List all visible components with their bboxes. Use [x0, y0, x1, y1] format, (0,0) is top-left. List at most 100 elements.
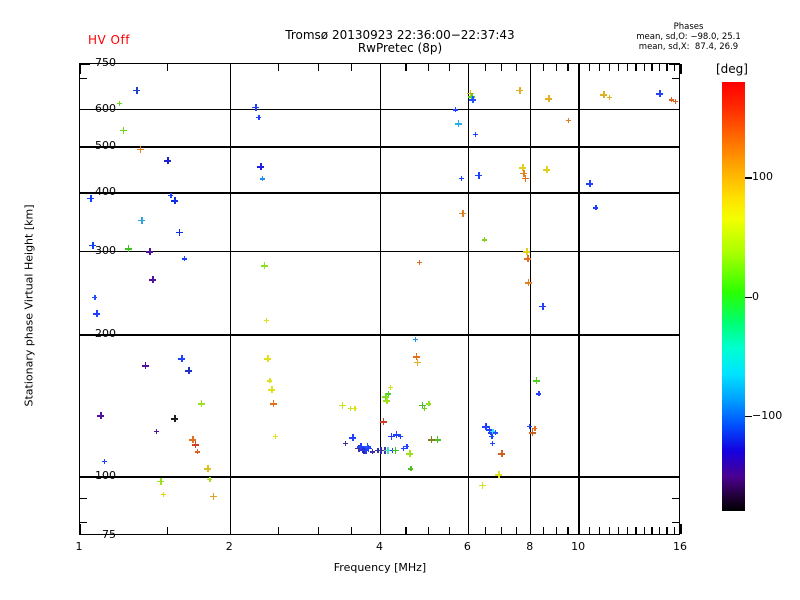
- data-point: [164, 157, 171, 164]
- y-axis-tick-label: 600: [56, 102, 116, 115]
- colorbar-tick-label: 0: [752, 290, 759, 303]
- data-point: [176, 229, 183, 236]
- x-axis-tick-label: 8: [510, 540, 550, 553]
- data-point: [479, 482, 486, 489]
- y-axis-tick-label: 500: [56, 139, 116, 152]
- data-point: [428, 436, 435, 443]
- x-axis-tick: [609, 527, 610, 534]
- data-point: [195, 449, 200, 454]
- x-axis-tick: [468, 64, 469, 74]
- data-point: [92, 295, 97, 300]
- data-point: [417, 260, 422, 265]
- x-axis-tick: [543, 64, 544, 71]
- data-point: [339, 402, 346, 409]
- data-point: [252, 104, 259, 111]
- x-axis-tick: [516, 64, 517, 71]
- x-axis-tick: [543, 527, 544, 534]
- x-axis-tick: [351, 64, 352, 71]
- colorbar-tick-label: 100: [752, 170, 773, 183]
- colorbar-tick: [745, 177, 752, 178]
- x-axis-tick: [659, 64, 660, 71]
- data-point: [607, 95, 612, 100]
- x-axis-tick-label: 6: [447, 540, 487, 553]
- data-point: [453, 107, 458, 112]
- y-axis-tick-label: 300: [56, 244, 116, 257]
- data-point: [352, 406, 357, 411]
- y-axis-tick: [80, 522, 87, 523]
- x-axis-tick: [278, 527, 279, 534]
- data-point: [210, 493, 217, 500]
- data-point: [673, 99, 678, 104]
- y-axis-tick: [672, 498, 679, 499]
- data-point: [192, 441, 199, 448]
- gridline-vertical: [530, 64, 531, 534]
- y-axis-tick: [669, 109, 679, 110]
- x-axis-tick: [567, 64, 568, 71]
- y-axis-tick: [669, 251, 679, 252]
- data-point: [533, 377, 540, 384]
- y-axis-tick: [672, 522, 679, 523]
- data-point: [383, 397, 390, 404]
- data-point: [386, 391, 391, 396]
- data-point: [593, 205, 598, 210]
- gridline-vertical: [468, 64, 469, 534]
- data-point: [455, 120, 462, 127]
- data-point: [527, 424, 532, 429]
- data-point: [171, 197, 178, 204]
- data-point: [380, 418, 387, 425]
- data-point: [459, 210, 466, 217]
- x-axis-tick: [167, 64, 168, 71]
- x-axis-tick-label: 10: [558, 540, 598, 553]
- data-point: [133, 87, 140, 94]
- x-axis-tick: [674, 527, 675, 534]
- gridline-horizontal: [80, 476, 679, 477]
- data-point: [264, 318, 269, 323]
- x-axis-tick: [485, 64, 486, 71]
- x-axis-tick: [627, 64, 628, 71]
- data-point: [413, 337, 418, 342]
- x-axis-tick-label: 1: [59, 540, 99, 553]
- x-axis-tick: [485, 527, 486, 534]
- data-point: [586, 180, 593, 187]
- x-axis-tick: [567, 527, 568, 534]
- data-point: [566, 118, 571, 123]
- phase-stats-o-mode: mean, sd,O: −98.0, 25.1: [596, 32, 781, 42]
- phase-stats-box: Phases mean, sd,O: −98.0, 25.1 mean, sd,…: [596, 22, 781, 52]
- data-point: [404, 444, 409, 449]
- x-axis-tick: [530, 524, 531, 534]
- x-axis-tick: [318, 64, 319, 71]
- data-point: [498, 450, 505, 457]
- data-point: [204, 465, 211, 472]
- data-point: [256, 115, 261, 120]
- data-point: [97, 412, 104, 419]
- x-axis-tick-label: 2: [209, 540, 249, 553]
- x-axis-tick: [635, 527, 636, 534]
- scatter-plot-area[interactable]: [79, 63, 680, 535]
- colorbar-tick: [745, 416, 752, 417]
- data-point: [260, 176, 265, 181]
- data-point: [120, 127, 127, 134]
- data-point: [490, 441, 495, 446]
- x-axis-tick: [579, 64, 580, 74]
- data-point: [207, 477, 212, 482]
- x-axis-tick: [579, 524, 580, 534]
- x-axis-tick: [351, 527, 352, 534]
- x-axis-tick: [468, 524, 469, 534]
- gridline-horizontal: [80, 251, 679, 252]
- x-axis-tick: [230, 524, 231, 534]
- x-axis-tick: [501, 527, 502, 534]
- data-point: [161, 492, 166, 497]
- data-point: [459, 176, 464, 181]
- x-axis-tick: [666, 64, 667, 71]
- data-point: [273, 434, 278, 439]
- data-point: [264, 355, 271, 362]
- data-point: [178, 355, 185, 362]
- x-axis-tick: [530, 64, 531, 74]
- data-point: [149, 276, 156, 283]
- x-axis-title: Frequency [MHz]: [0, 561, 760, 574]
- data-point: [185, 367, 192, 374]
- data-point: [532, 426, 537, 431]
- y-axis-tick-label: 200: [56, 327, 116, 340]
- colorbar: [722, 82, 745, 511]
- data-point: [270, 400, 277, 407]
